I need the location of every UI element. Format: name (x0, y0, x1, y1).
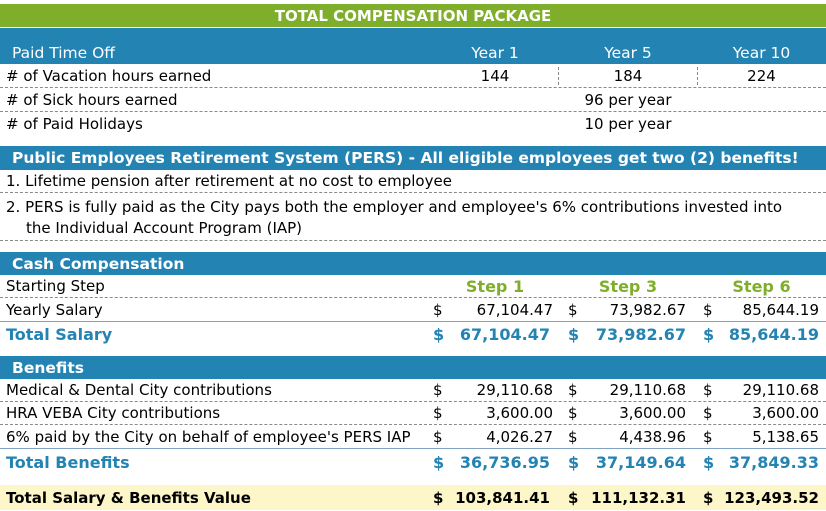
cash-header: Cash Compensation (0, 252, 826, 275)
step-1-label: Step 1 (465, 276, 525, 296)
yearly-salary-step-6: 85,644.19 (742, 300, 819, 319)
grand-total-label: Total Salary & Benefits Value (6, 488, 251, 507)
currency-symbol: $ (568, 452, 580, 472)
year-10-header: Year 10 (732, 44, 791, 62)
sick-row: # of Sick hours earned 96 per year (0, 89, 826, 112)
benefit-value-step-6: 5,138.65 (752, 427, 819, 446)
pers-item-1-text: 1. Lifetime pension after retirement at … (6, 172, 452, 190)
currency-symbol: $ (433, 325, 445, 344)
yearly-salary-label: Yearly Salary (6, 300, 103, 319)
currency-symbol: $ (568, 381, 578, 399)
total-benefits-step-6: 37,849.33 (728, 452, 819, 472)
table-title: TOTAL COMPENSATION PACKAGE (274, 6, 552, 25)
benefit-value-step-3: 3,600.00 (619, 404, 686, 422)
currency-symbol: $ (433, 427, 443, 446)
vacation-year-1: 144 (480, 67, 510, 85)
grand-total-step-6: 123,493.52 (724, 488, 819, 507)
currency-symbol: $ (703, 404, 713, 422)
currency-symbol: $ (703, 381, 713, 399)
year-5-header: Year 5 (604, 44, 652, 62)
vacation-year-10: 224 (747, 67, 776, 85)
benefits-header: Benefits (0, 356, 826, 379)
currency-symbol: $ (568, 404, 578, 422)
yearly-salary-step-1: 67,104.47 (476, 300, 553, 319)
currency-symbol: $ (433, 452, 445, 472)
yearly-salary-step-3: 73,982.67 (609, 300, 686, 319)
pers-item-2-line-2: the Individual Account Program (IAP) (26, 219, 303, 237)
total-salary-step-6: 85,644.19 (728, 325, 819, 344)
vacation-label: # of Vacation hours earned (6, 67, 212, 85)
total-benefits-label: Total Benefits (6, 452, 130, 472)
vacation-year-5: 184 (613, 67, 643, 85)
currency-symbol: $ (568, 488, 579, 507)
holidays-row: # of Paid Holidays 10 per year (0, 112, 826, 135)
divider (558, 67, 559, 85)
currency-symbol: $ (433, 488, 444, 507)
currency-symbol: $ (703, 325, 715, 344)
currency-symbol: $ (433, 404, 443, 422)
year-1-header: Year 1 (471, 44, 519, 62)
currency-symbol: $ (568, 300, 578, 319)
benefit-value-step-1: 29,110.68 (476, 381, 553, 399)
pto-header: Paid Time Off Year 1 Year 5 Year 10 (0, 28, 826, 64)
total-benefits-step-3: 37,149.64 (595, 452, 686, 472)
benefit-label: HRA VEBA City contributions (6, 404, 221, 422)
benefit-row: Medical & Dental City contributions $ 29… (0, 379, 826, 402)
currency-symbol: $ (703, 427, 713, 446)
grand-total-step-3: 111,132.31 (591, 488, 686, 507)
total-benefits-step-1: 36,736.95 (459, 452, 550, 472)
benefit-value-step-1: 3,600.00 (486, 404, 553, 422)
currency-symbol: $ (703, 452, 715, 472)
pers-item-2-line-1: 2. PERS is fully paid as the City pays b… (6, 198, 783, 216)
benefit-value-step-3: 4,438.96 (619, 427, 686, 446)
benefit-value-step-6: 29,110.68 (742, 381, 819, 399)
benefit-value-step-1: 4,026.27 (486, 427, 553, 446)
title-bar: TOTAL COMPENSATION PACKAGE (0, 4, 826, 27)
currency-symbol: $ (568, 325, 580, 344)
benefit-value-step-3: 29,110.68 (609, 381, 686, 399)
total-salary-step-1: 67,104.47 (459, 325, 550, 344)
total-salary-row: Total Salary $ 67,104.47 $ 73,982.67 $ 8… (0, 321, 826, 347)
divider (697, 67, 698, 85)
total-benefits-row: Total Benefits $ 36,736.95 $ 37,149.64 $… (0, 448, 826, 475)
step-6-label: Step 6 (732, 276, 791, 296)
total-salary-step-3: 73,982.67 (595, 325, 686, 344)
holidays-label: # of Paid Holidays (6, 114, 143, 133)
pers-header-label: Public Employees Retirement System (PERS… (12, 149, 799, 167)
sick-value: 96 per year (584, 91, 672, 109)
yearly-salary-row: Yearly Salary $ 67,104.47 $ 73,982.67 $ … (0, 298, 826, 321)
grand-total-step-1: 103,841.41 (455, 488, 550, 507)
grand-total-row: Total Salary & Benefits Value $ 103,841.… (0, 485, 826, 510)
benefit-value-step-6: 3,600.00 (752, 404, 819, 422)
vacation-row: # of Vacation hours earned 144 184 224 (0, 65, 826, 88)
step-3-label: Step 3 (598, 276, 658, 296)
total-salary-label: Total Salary (6, 325, 113, 344)
pto-header-label: Paid Time Off (12, 44, 115, 62)
pers-item-2: 2. PERS is fully paid as the City pays b… (0, 197, 826, 241)
starting-step-label: Starting Step (6, 277, 105, 295)
currency-symbol: $ (703, 300, 713, 319)
benefit-row: 6% paid by the City on behalf of employe… (0, 425, 826, 448)
benefit-row: HRA VEBA City contributions $ 3,600.00 $… (0, 402, 826, 425)
starting-step-row: Starting Step Step 1 Step 3 Step 6 (0, 275, 826, 298)
sick-label: # of Sick hours earned (6, 91, 178, 109)
currency-symbol: $ (703, 488, 714, 507)
pers-item-1: 1. Lifetime pension after retirement at … (0, 170, 826, 193)
pers-header: Public Employees Retirement System (PERS… (0, 146, 826, 170)
holidays-value: 10 per year (584, 114, 672, 133)
benefits-header-label: Benefits (12, 358, 84, 377)
benefit-label: Medical & Dental City contributions (6, 381, 272, 399)
benefit-label: 6% paid by the City on behalf of employe… (6, 427, 411, 446)
currency-symbol: $ (568, 427, 578, 446)
cash-header-label: Cash Compensation (12, 254, 185, 273)
currency-symbol: $ (433, 300, 443, 319)
currency-symbol: $ (433, 381, 443, 399)
